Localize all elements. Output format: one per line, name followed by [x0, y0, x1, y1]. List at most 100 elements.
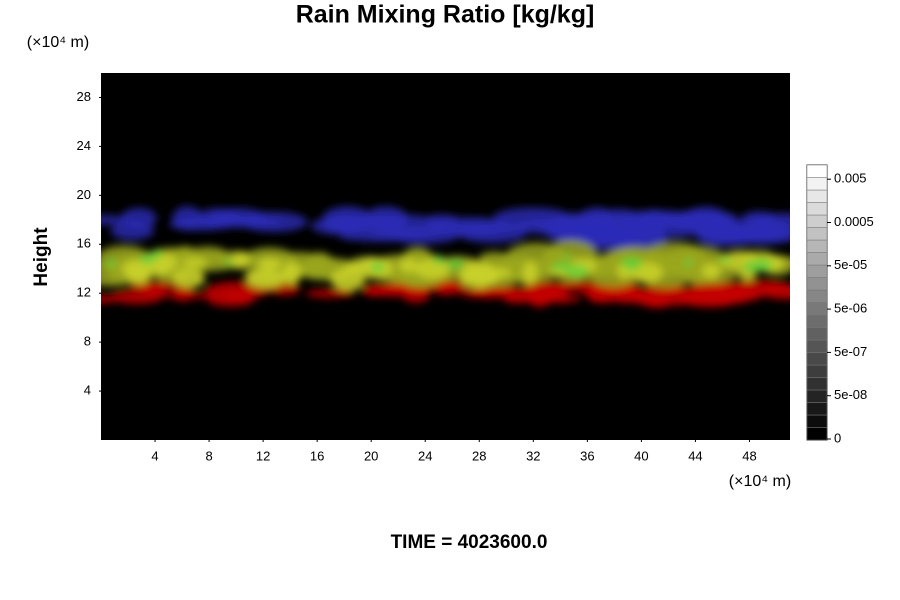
field-render: [101, 206, 790, 309]
render-blob: [153, 248, 162, 260]
render-blob: [705, 229, 790, 244]
y-unit: (×10⁴ m): [27, 34, 89, 51]
colorbar-tick-label: 5e-07: [834, 344, 867, 359]
colorbar-band: [806, 214, 828, 228]
render-blob: [515, 218, 578, 235]
y-tick-label: 8: [84, 334, 91, 349]
render-blob: [181, 257, 207, 267]
render-blob: [684, 258, 693, 267]
x-tick-label: 28: [472, 448, 486, 463]
colorbar-tick-label: 0.0005: [834, 214, 874, 229]
colorbar-band: [806, 402, 828, 416]
colorbar-band: [806, 202, 828, 216]
colorbar-band: [806, 239, 828, 253]
colorbar-band: [806, 302, 828, 316]
render-blob: [223, 289, 257, 302]
y-tick-label: 4: [84, 383, 91, 398]
render-blob: [637, 209, 672, 232]
render-blob: [330, 267, 366, 291]
colorbar-band: [806, 327, 828, 341]
colorbar-band: [806, 164, 828, 178]
y-tick-label: 16: [77, 236, 91, 251]
colorbar-band: [806, 252, 828, 266]
render-blob: [121, 207, 157, 229]
render-blob: [172, 206, 203, 231]
x-tick-label: 12: [256, 448, 270, 463]
render-blob: [139, 254, 156, 265]
x-tick-label: 24: [418, 448, 432, 463]
render-blob: [643, 291, 672, 309]
colorbar-band: [806, 177, 828, 191]
y-tick-label: 28: [77, 89, 91, 104]
render-blob: [693, 287, 731, 301]
colorbar-band: [806, 289, 828, 303]
colorbar-band: [806, 352, 828, 366]
colorbar-band: [806, 364, 828, 378]
colorbar-tick-label: 5e-08: [834, 387, 867, 402]
render-blob: [305, 289, 355, 298]
render-blob: [433, 254, 445, 265]
colorbar-tick-label: 5e-06: [834, 301, 867, 316]
render-blob: [562, 253, 571, 259]
render-blob: [542, 284, 569, 300]
render-blob: [106, 258, 116, 269]
annotation: TIME = 4023600.0: [391, 532, 548, 553]
render-blob: [458, 265, 499, 289]
render-blob: [522, 261, 538, 285]
colorbar-band: [806, 314, 828, 328]
colorbar-band: [806, 414, 828, 428]
render-blob: [339, 232, 418, 242]
render-blob: [110, 289, 164, 305]
colorbar-tick-label: 5e-05: [834, 257, 867, 272]
render-blob: [435, 281, 468, 295]
render-blob: [588, 294, 612, 303]
x-tick-label: 16: [310, 448, 324, 463]
render-blob: [460, 287, 516, 299]
render-blob: [718, 256, 733, 263]
colorbar-band: [806, 189, 828, 203]
x-tick-label: 8: [205, 448, 212, 463]
colorbar-band: [806, 227, 828, 241]
x-tick-label: 44: [688, 448, 702, 463]
colorbar-band: [806, 339, 828, 353]
colorbar-band: [806, 389, 828, 403]
render-blob: [414, 258, 451, 279]
render-blob: [595, 228, 669, 249]
render-blob: [160, 292, 222, 299]
y-tick-label: 12: [77, 285, 91, 300]
colorbar-band: [806, 264, 828, 278]
render-blob: [541, 249, 572, 264]
x-unit: (×10⁴ m): [729, 473, 791, 490]
colorbar: 0 5e-08 5e-07 5e-06 5e-05 0.0005 0.005: [806, 164, 874, 445]
x-tick-label: 20: [364, 448, 378, 463]
colorbar-tick-label: 0: [834, 430, 841, 445]
render-blob: [245, 269, 286, 289]
render-blob: [621, 256, 643, 271]
render-blob: [256, 256, 282, 270]
render-blob: [662, 210, 739, 226]
render-blob: [172, 268, 206, 289]
x-tick-label: 4: [151, 448, 158, 463]
render-blob: [223, 259, 234, 266]
chart-title: Rain Mixing Ratio [kg/kg]: [296, 1, 595, 29]
y-tick-label: 24: [77, 138, 91, 153]
colorbar-band: [806, 277, 828, 291]
x-tick-label: 32: [526, 448, 540, 463]
colorbar-band: [806, 377, 828, 391]
y-axis-label: Height: [31, 227, 52, 287]
render-blob: [424, 214, 459, 225]
render-blob: [324, 214, 367, 235]
render-blob: [702, 263, 721, 279]
render-blob: [446, 258, 465, 269]
y-tick-label: 20: [77, 187, 91, 202]
render-blob: [760, 284, 790, 300]
render-blob: [230, 252, 250, 269]
render-blob: [143, 284, 170, 291]
render-blob: [743, 261, 761, 273]
render-blob: [502, 295, 534, 304]
render-blob: [282, 261, 302, 286]
x-tick-label: 36: [580, 448, 594, 463]
colorbar-tick-label: 0.005: [834, 171, 867, 186]
